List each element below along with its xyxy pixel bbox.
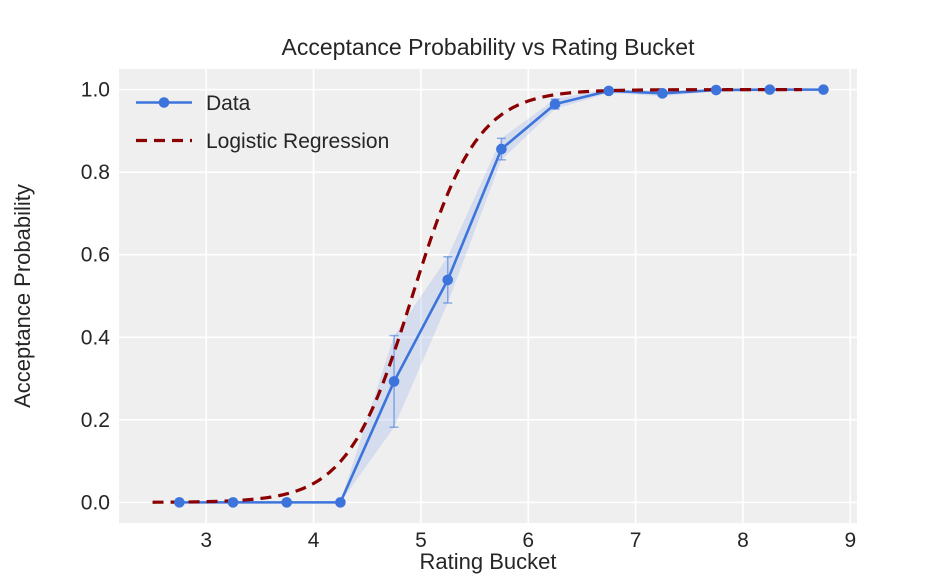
data-point [764,84,776,95]
x-tick-label: 9 [844,529,856,552]
x-tick-label: 4 [308,529,320,552]
legend-regression-label: Logistic Regression [206,130,389,153]
data-point [442,274,454,286]
legend-data-marker-sample [158,97,170,108]
y-tick-label: 0.6 [81,244,110,267]
data-point [388,376,400,387]
logistic-regression-curve [152,88,802,504]
y-axis-tick-labels: 0.0 0.2 0.4 0.6 0.8 1.0 [81,79,111,515]
confidence-band [340,88,824,503]
data-point [603,85,615,97]
data-point [710,84,722,96]
chart-title: Acceptance Probability vs Rating Bucket [282,34,696,60]
confidence-band-polygon [340,88,824,503]
y-tick-label: 1.0 [81,79,110,102]
x-tick-label: 7 [630,529,642,552]
data-point [174,497,185,508]
data-point [657,88,668,99]
x-tick-label: 3 [200,529,212,552]
x-tick-label: 6 [522,529,534,552]
data-markers [174,84,829,508]
y-tick-label: 0.4 [81,326,111,349]
plot-area [119,69,857,523]
regression-path [152,88,802,504]
x-axis-tick-labels: 3 4 5 6 7 8 9 [200,529,856,552]
data-point [818,84,829,95]
data-point [496,143,507,155]
data-point [549,98,561,110]
legend-item-data: Data [136,92,251,115]
y-tick-label: 0.2 [81,409,110,432]
x-tick-label: 5 [415,529,427,552]
x-tick-label: 8 [737,529,749,552]
y-tick-label: 0.0 [81,491,110,514]
legend-data-label: Data [206,92,251,115]
legend-item-logistic-regression: Logistic Regression [136,130,389,153]
x-axis-label: Rating Bucket [420,549,557,574]
data-point [281,497,293,508]
y-axis-label: Acceptance Probability [10,184,35,408]
y-tick-label: 0.8 [81,161,110,184]
legend: Data Logistic Regression [136,92,389,153]
data-point [335,497,346,508]
data-point [227,497,239,508]
